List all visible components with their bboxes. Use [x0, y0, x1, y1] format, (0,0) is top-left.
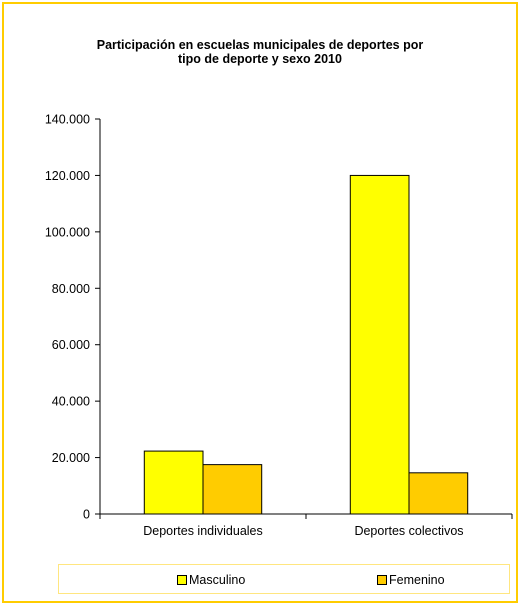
y-tick-label: 120.000	[45, 169, 90, 183]
x-category-label: Deportes colectivos	[354, 524, 463, 538]
y-tick-label: 80.000	[52, 282, 90, 296]
bar-masculino-1	[143, 450, 204, 515]
y-tick-label: 0	[83, 508, 90, 522]
y-tick-label: 140.000	[45, 113, 90, 127]
chart-title-line-1: Participación en escuelas municipales de…	[96, 38, 424, 52]
legend-label: Masculino	[189, 573, 246, 587]
legend-item-masculino: Masculino	[177, 573, 245, 587]
bar-femenino-1	[202, 464, 263, 515]
chart-legend: Masculino Femenino	[58, 564, 510, 594]
legend-item-femenino: Femenino	[377, 573, 445, 587]
y-tick-label: 20.000	[52, 451, 90, 465]
bar-chart: 0 20.000 40.000 60.000 80.000 100.000 120.000 1…	[45, 113, 513, 538]
chart-title-line-2: tipo de deporte y sexo 2010	[178, 52, 342, 66]
bar-masculino-2	[349, 174, 410, 515]
chart-title: Participación en escuelas municipales de…	[0, 38, 520, 66]
y-tick-label: 40.000	[52, 395, 90, 409]
legend-label: Femenino	[389, 573, 445, 587]
x-category-label: Deportes individuales	[143, 524, 263, 538]
bar-femenino-2	[408, 472, 469, 515]
legend-swatch	[177, 575, 187, 585]
y-tick-label: 100.000	[45, 225, 90, 239]
y-tick-label: 60.000	[52, 338, 90, 352]
legend-swatch	[377, 575, 387, 585]
